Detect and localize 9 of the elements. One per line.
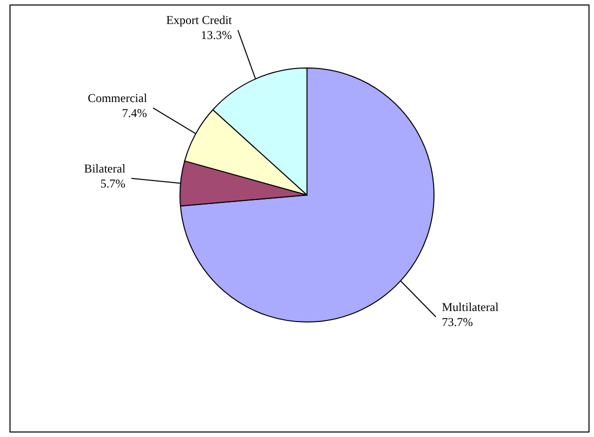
data-label: 13.3% [200,28,232,42]
slice-label: Bilateral [84,161,126,176]
slice-label: Multilateral [442,300,500,314]
data-label: 73.7% [442,314,473,329]
pie-slice [180,68,434,322]
data-label: 5.7% [100,176,126,190]
slice-label: Export Credit [166,13,233,28]
slice-label: Commercial [88,90,148,105]
data-label: 7.4% [122,106,148,120]
